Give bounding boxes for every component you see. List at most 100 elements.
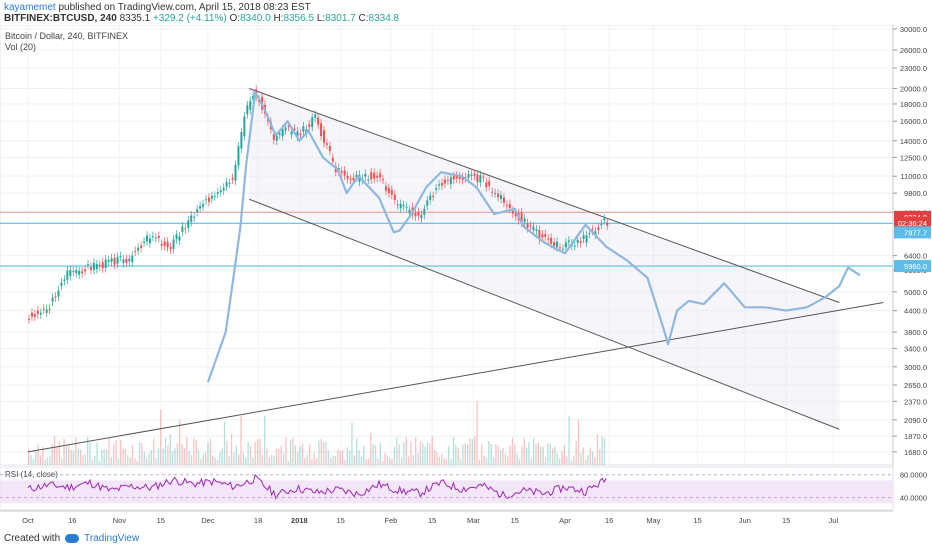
published-text: published on TradingView.com, April 15, … (58, 2, 311, 13)
volume-bar (249, 445, 252, 465)
volume-bar (28, 448, 30, 465)
volume-bar (271, 454, 273, 465)
volume-bar (167, 445, 169, 465)
candle-body (272, 133, 275, 141)
candle-body (75, 269, 78, 274)
time-axis-tick-label: May (646, 516, 660, 525)
volume-bar (214, 457, 216, 465)
volume-bar (462, 444, 464, 465)
candle-body (417, 211, 420, 216)
volume-bar (459, 459, 462, 465)
volume-bar (181, 444, 183, 465)
price-label-text: 7977.7 (904, 228, 927, 237)
candle-body (320, 123, 323, 137)
high-value: 8356.5 (283, 13, 315, 24)
volume-bar (56, 447, 58, 465)
price-axis-tick-label: 5000.0 (904, 288, 927, 297)
volume-bar (30, 454, 32, 465)
candle-body (573, 245, 576, 247)
time-axis-tick-label: 15 (693, 516, 701, 525)
main-pane[interactable]: Bitcoin / Dollar, 240, BITFINEX Vol (20) (0, 25, 894, 466)
candle-body (148, 238, 151, 244)
candle-body (275, 136, 278, 141)
volume-bar (559, 458, 561, 465)
volume-bar (540, 446, 542, 465)
candle-body (452, 175, 455, 180)
candle-body (222, 187, 225, 191)
last-price: 8335.1 (119, 13, 151, 24)
volume-bar (228, 455, 230, 465)
candle-body (119, 256, 122, 258)
volume-bar (37, 444, 39, 465)
author-link[interactable]: kayamemet (4, 2, 56, 13)
candle-body (202, 204, 205, 207)
high-label: H: (273, 13, 284, 24)
volume-bar (568, 416, 570, 465)
volume-bar (280, 445, 282, 465)
volume-bar (70, 449, 72, 465)
volume-bar (188, 451, 190, 465)
volume-bar (110, 457, 112, 465)
volume-bar (202, 454, 204, 465)
volume-bar (584, 459, 587, 465)
volume-bar (507, 456, 509, 465)
time-axis-tick-label: 15 (337, 516, 345, 525)
candle-body (246, 105, 249, 115)
volume-bar (256, 439, 259, 465)
volume-bar (419, 441, 422, 465)
volume-bar (502, 448, 504, 465)
volume-bar (98, 460, 101, 465)
volume-bar (84, 454, 86, 465)
candle-body (591, 229, 594, 231)
chart-title: Bitcoin / Dollar, 240, BITFINEX (5, 31, 128, 41)
candle-body (122, 259, 125, 263)
volume-bar (35, 450, 37, 465)
volume-bar (226, 440, 228, 465)
candle-body (33, 314, 36, 317)
time-axis[interactable]: Oct 16 Nov 15 Dec 18 2018 15 Feb 15 Mar 15 Apr 16 May 1… (0, 510, 893, 525)
rsi-pane[interactable]: RSI (14, close) (0, 466, 894, 511)
volume-bar (275, 448, 278, 465)
volume-bar (157, 448, 160, 465)
candle-body (579, 241, 582, 243)
volume-bar (176, 442, 178, 465)
candle-body (311, 117, 314, 128)
volume-bar (561, 450, 563, 465)
volume-bar (292, 438, 294, 465)
candle-body (160, 243, 163, 246)
price-axis-tick-label: 12500.0 (900, 153, 927, 162)
price-chart[interactable]: Bitcoin / Dollar, 240, BITFINEX Vol (20)… (0, 25, 932, 530)
close-label: C: (358, 13, 369, 24)
volume-bar (400, 457, 403, 465)
volume-bar (105, 449, 108, 465)
volume-bar (68, 444, 70, 465)
volume-bar (417, 453, 419, 465)
volume-bar (516, 453, 518, 465)
volume-bar (518, 459, 521, 465)
volume-bar (575, 441, 577, 465)
price-axis-tick-label: 3400.0 (904, 344, 927, 353)
candle-body (396, 204, 399, 206)
candle-body (606, 222, 609, 226)
price-axis[interactable]: 30000.0 26000.0 23000.0 20000.0 18000.0 16000… (892, 25, 931, 510)
volume-bar (441, 454, 443, 465)
volume-bar (242, 452, 245, 465)
candle-body (36, 310, 39, 315)
price-axis-tick-label: 9800.0 (904, 189, 927, 198)
volume-bar (311, 458, 313, 465)
candle-body (505, 205, 508, 207)
volume-bar (266, 447, 268, 465)
price-axis-tick-label: 1870.0 (904, 432, 927, 441)
volume-bar (431, 436, 433, 465)
candle-body (284, 127, 287, 131)
tradingview-brand-link[interactable]: TradingView (84, 533, 140, 544)
volume-bar (129, 457, 131, 465)
volume-bar (476, 400, 478, 465)
volume-bar (235, 445, 237, 465)
candle-body (488, 181, 491, 186)
volume-bar (315, 458, 318, 465)
volume-bar (223, 421, 226, 465)
volume-bar (549, 443, 551, 465)
candle-body (128, 258, 131, 262)
time-axis-tick-label: Apr (559, 516, 571, 525)
